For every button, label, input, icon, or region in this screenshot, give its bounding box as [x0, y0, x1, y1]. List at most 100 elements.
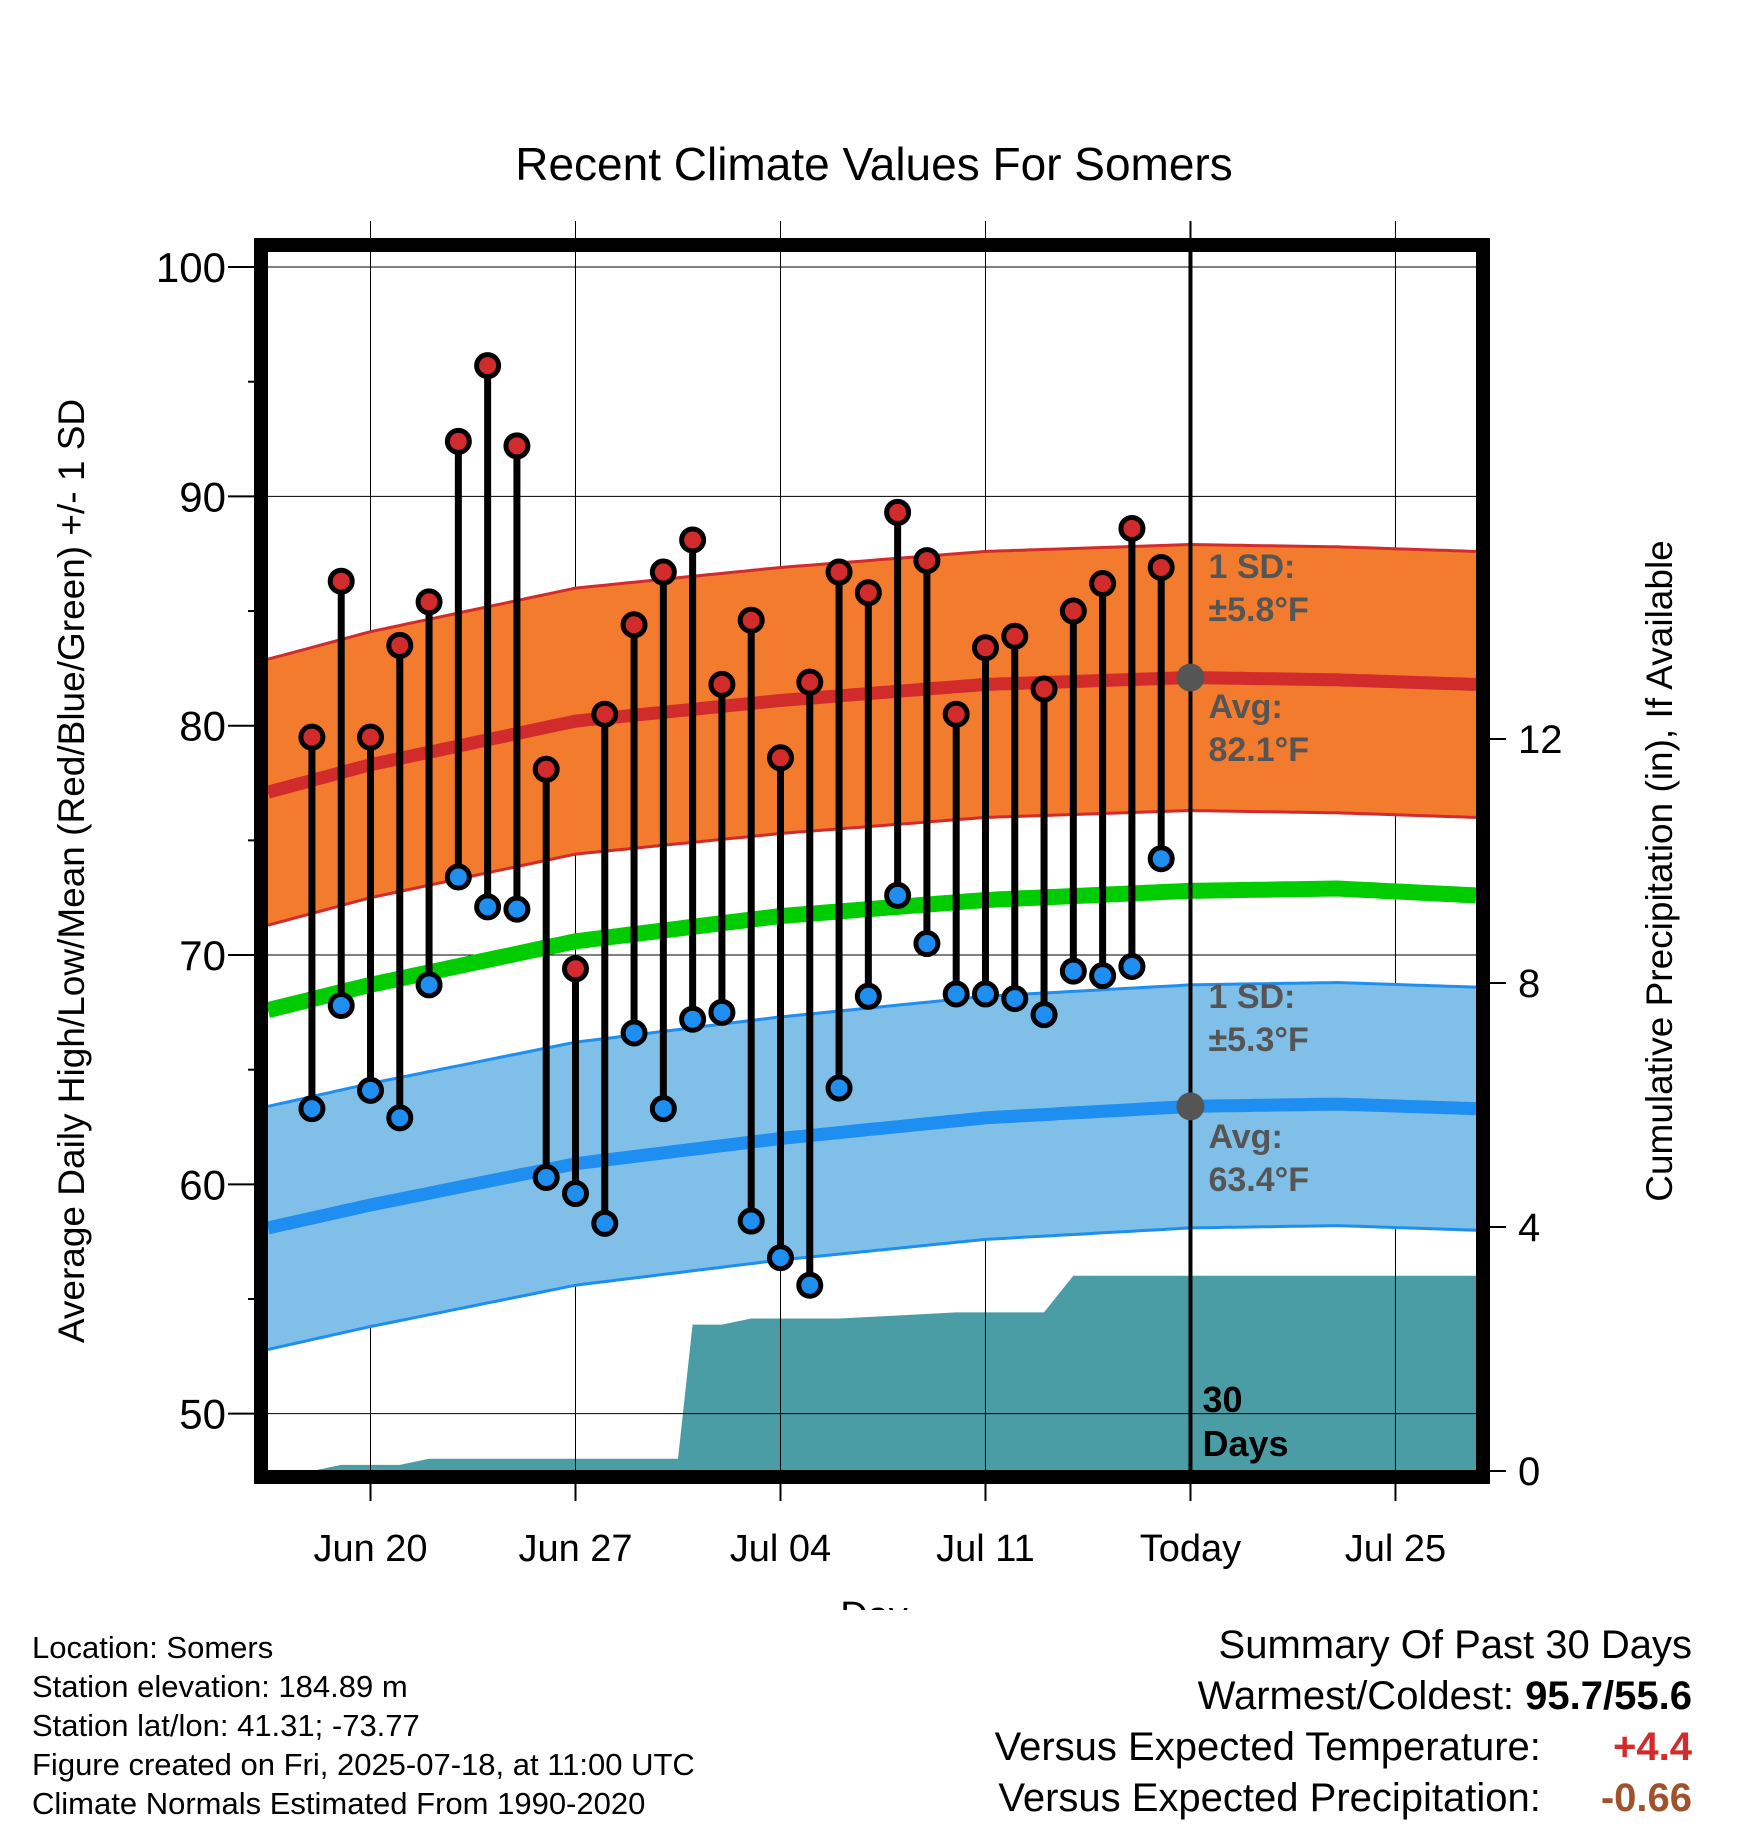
- normal-low-band-lower: [268, 1224, 1476, 1351]
- observed-high-point: [1118, 514, 1146, 542]
- high-sd-value: ±5.8°F: [1208, 591, 1308, 629]
- y2-tick-label: 12: [1518, 718, 1563, 762]
- observed-high-point: [1030, 675, 1058, 703]
- observed-high-point: [649, 558, 677, 586]
- x-tick-label: Jul 25: [1345, 1528, 1446, 1570]
- precip-value: -0.66: [1600, 1776, 1692, 1820]
- summary-title: Summary Of Past 30 Days: [1218, 1623, 1692, 1667]
- low-sd-value: ±5.3°F: [1208, 1021, 1308, 1059]
- y-tick-label: 70: [179, 932, 226, 979]
- low-avg-value: 63.4°F: [1208, 1161, 1309, 1199]
- high-avg-label: Avg:: [1208, 688, 1282, 726]
- normals-text: Climate Normals Estimated From 1990-2020: [32, 1786, 646, 1821]
- observed-low-point: [708, 998, 736, 1026]
- today-high-normal-dot: [1176, 663, 1205, 692]
- observed-high-point: [1089, 570, 1117, 598]
- observed-low-point: [913, 930, 941, 958]
- normal-low-band: [268, 982, 1476, 1350]
- plot-area: [268, 251, 1476, 1471]
- observed-high-point: [591, 700, 619, 728]
- observed-low-point: [679, 1005, 707, 1033]
- elevation-text: Station elevation: 184.89 m: [32, 1669, 408, 1704]
- temp-label: Versus Expected Temperature:: [994, 1725, 1541, 1769]
- observed-high-point: [1147, 553, 1175, 581]
- observed-high-point: [444, 427, 472, 455]
- normal-low-line: [268, 1097, 1476, 1235]
- warm-label: Warmest/Coldest:: [1197, 1674, 1515, 1718]
- observed-low-point: [884, 881, 912, 909]
- today-low-normal-dot: [1176, 1092, 1205, 1121]
- observed-high-point: [913, 547, 941, 575]
- observed-low-point: [620, 1019, 648, 1047]
- y-tick-label: 100: [156, 244, 226, 291]
- normal-mean-line: [268, 880, 1476, 1018]
- observed-low-point: [825, 1074, 853, 1102]
- observed-high-point: [766, 744, 794, 772]
- plot-frame: [254, 238, 1490, 1484]
- summary-panel: Summary Of Past 30 Days Warmest/Coldest:…: [995, 1620, 1692, 1824]
- observed-high-point: [708, 670, 736, 698]
- normal-high-band: [268, 544, 1476, 926]
- observed-high-point: [825, 558, 853, 586]
- observed-low-point: [796, 1271, 824, 1299]
- observed-high-point: [884, 498, 912, 526]
- precip-label: Versus Expected Precipitation:: [998, 1776, 1541, 1820]
- observed-high-point: [503, 432, 531, 460]
- observed-low-point: [1118, 952, 1146, 980]
- observed-low-point: [1059, 957, 1087, 985]
- x-tick-label: Jun 27: [518, 1528, 632, 1570]
- y-tick-label: 90: [179, 473, 226, 520]
- observed-high-point: [942, 700, 970, 728]
- observed-low-point: [737, 1207, 765, 1235]
- normal-high-band-upper: [268, 542, 1476, 661]
- low-avg-label: Avg:: [1208, 1118, 1282, 1156]
- observed-low-point: [386, 1104, 414, 1132]
- summary-precip-row: Versus Expected Precipitation: -0.66: [995, 1773, 1692, 1824]
- observed-low-point: [1147, 845, 1175, 873]
- observed-high-point: [532, 755, 560, 783]
- observed-low-point: [942, 980, 970, 1008]
- observed-high-point: [386, 631, 414, 659]
- observed-high-point: [620, 611, 648, 639]
- y-axis-title: Average Daily High/Low/Mean (Red/Blue/Gr…: [51, 399, 92, 1343]
- observed-high-point: [356, 723, 384, 751]
- observed-high-point: [298, 723, 326, 751]
- observed-low-point: [1030, 1001, 1058, 1029]
- chart-title: Recent Climate Values For Somers: [515, 138, 1233, 190]
- summary-warm-row: Warmest/Coldest: 95.7/55.6: [995, 1671, 1692, 1722]
- location-text: Location: Somers: [32, 1630, 274, 1665]
- observed-high-point: [415, 588, 443, 616]
- observed-low-point: [591, 1209, 619, 1237]
- y2-tick-label: 8: [1518, 962, 1540, 1006]
- y2-tick-label: 0: [1518, 1450, 1540, 1494]
- precipitation-area: [268, 1275, 1476, 1471]
- created-text: Figure created on Fri, 2025-07-18, at 11…: [32, 1747, 695, 1782]
- normal-high-line: [268, 670, 1476, 799]
- observed-low-point: [649, 1095, 677, 1123]
- y-tick-label: 50: [179, 1391, 226, 1438]
- observed-high-point: [737, 606, 765, 634]
- y2-tick-label: 4: [1518, 1206, 1540, 1250]
- observed-low-point: [327, 991, 355, 1019]
- y-tick-label: 60: [179, 1161, 226, 1208]
- observed-low-point: [298, 1095, 326, 1123]
- observed-high-point: [561, 955, 589, 983]
- x-axis-title: Day: [840, 1595, 908, 1610]
- observed-high-point: [1001, 622, 1029, 650]
- period-label-days: Days: [1202, 1423, 1288, 1464]
- observed-low-point: [356, 1076, 384, 1104]
- observed-high-point: [1059, 597, 1087, 625]
- observed-high-point: [327, 567, 355, 595]
- observed-low-point: [854, 982, 882, 1010]
- observed-low-point: [561, 1180, 589, 1208]
- temp-value: +4.4: [1613, 1725, 1692, 1769]
- observed-high-point: [796, 668, 824, 696]
- x-tick-label: Today: [1140, 1528, 1241, 1570]
- observed-low-point: [766, 1244, 794, 1272]
- observed-low-point: [532, 1163, 560, 1191]
- x-tick-label: Jul 04: [730, 1528, 831, 1570]
- observed-low-point: [503, 895, 531, 923]
- observed-low-point: [1001, 985, 1029, 1013]
- observed-low-point: [971, 980, 999, 1008]
- observed-low-point: [444, 863, 472, 891]
